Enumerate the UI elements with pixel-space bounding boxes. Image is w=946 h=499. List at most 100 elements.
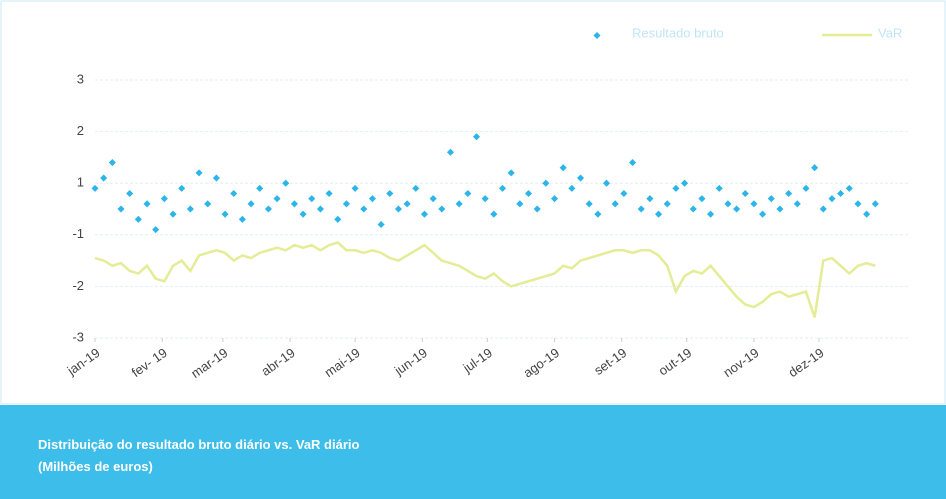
- y-tick-label: -2: [72, 278, 84, 293]
- legend-marker: [593, 31, 601, 40]
- data-point: [646, 195, 654, 203]
- data-point: [533, 205, 541, 213]
- data-point: [342, 200, 350, 208]
- data-point: [325, 189, 333, 198]
- data-point: [472, 133, 481, 141]
- y-tick-label: -3: [72, 329, 84, 344]
- data-point: [446, 148, 455, 156]
- data-point: [767, 195, 775, 203]
- data-point: [776, 205, 784, 213]
- data-point: [143, 200, 151, 208]
- data-point: [360, 205, 368, 213]
- data-point: [290, 200, 298, 208]
- data-point: [663, 200, 671, 208]
- chart-subtitle: (Milhões de euros): [38, 459, 153, 474]
- data-point: [576, 174, 585, 182]
- data-point: [178, 184, 186, 192]
- chart-title: Distribuição do resultado bruto diário v…: [38, 437, 360, 452]
- data-point: [689, 205, 697, 213]
- y-tick-label: 1: [77, 175, 84, 190]
- data-point: [724, 200, 732, 208]
- data-point: [221, 210, 229, 218]
- data-point: [715, 184, 723, 192]
- data-point: [256, 184, 264, 192]
- data-point: [134, 215, 142, 223]
- data-point: [195, 169, 203, 177]
- data-point: [707, 210, 715, 218]
- data-point: [420, 210, 429, 218]
- data-point: [247, 200, 255, 208]
- data-point: [230, 189, 238, 198]
- data-point: [481, 195, 489, 203]
- data-point: [655, 210, 663, 218]
- data-point: [802, 184, 810, 192]
- data-point: [733, 205, 741, 213]
- data-point: [412, 184, 420, 192]
- data-point: [152, 226, 160, 234]
- data-point: [186, 205, 194, 213]
- data-point: [438, 205, 446, 213]
- y-tick-label: 3: [77, 71, 84, 86]
- data-point: [212, 174, 220, 182]
- data-point: [386, 189, 394, 198]
- data-point: [169, 210, 177, 218]
- data-point: [351, 184, 359, 192]
- data-point: [368, 195, 376, 203]
- data-point: [273, 195, 281, 203]
- data-point: [863, 210, 871, 218]
- data-point: [394, 205, 402, 213]
- data-point: [516, 200, 524, 208]
- data-point: [464, 189, 472, 198]
- data-point: [377, 220, 385, 229]
- data-point: [204, 200, 212, 208]
- data-point: [264, 205, 272, 213]
- data-point: [429, 195, 437, 203]
- data-point: [550, 195, 559, 203]
- data-point: [282, 179, 290, 187]
- data-point: [334, 215, 342, 223]
- data-point: [759, 210, 767, 218]
- data-point: [811, 164, 819, 172]
- data-point: [117, 205, 125, 213]
- data-point: [507, 169, 515, 177]
- data-point: [750, 200, 758, 208]
- data-point: [629, 159, 637, 167]
- y-tick-label: -1: [72, 226, 84, 241]
- legend-label: Resultado bruto: [632, 25, 724, 40]
- data-point: [91, 184, 99, 192]
- data-point: [542, 179, 550, 187]
- data-point: [611, 200, 619, 208]
- data-point: [498, 184, 507, 192]
- chart-frame: [0, 0, 946, 405]
- data-point: [524, 189, 533, 198]
- data-point: [819, 205, 827, 213]
- data-point: [299, 210, 307, 218]
- data-point: [403, 200, 411, 208]
- data-point: [785, 189, 793, 198]
- data-point: [637, 205, 645, 213]
- data-point: [845, 184, 853, 192]
- data-point: [160, 195, 168, 203]
- data-point: [854, 200, 862, 208]
- legend-label: VaR: [878, 25, 902, 40]
- data-point: [620, 189, 628, 198]
- data-point: [828, 195, 836, 203]
- data-point: [455, 200, 463, 208]
- data-point: [238, 215, 246, 223]
- data-point: [672, 184, 680, 192]
- data-point: [871, 200, 879, 208]
- data-point: [108, 159, 116, 167]
- data-point: [837, 189, 845, 198]
- data-point: [316, 205, 324, 213]
- data-point: [594, 210, 602, 218]
- data-point: [100, 174, 108, 182]
- data-point: [741, 189, 749, 198]
- data-point: [585, 200, 593, 208]
- var-line: [94, 241, 876, 318]
- data-point: [603, 179, 611, 187]
- data-point: [681, 179, 689, 187]
- data-point: [568, 184, 576, 192]
